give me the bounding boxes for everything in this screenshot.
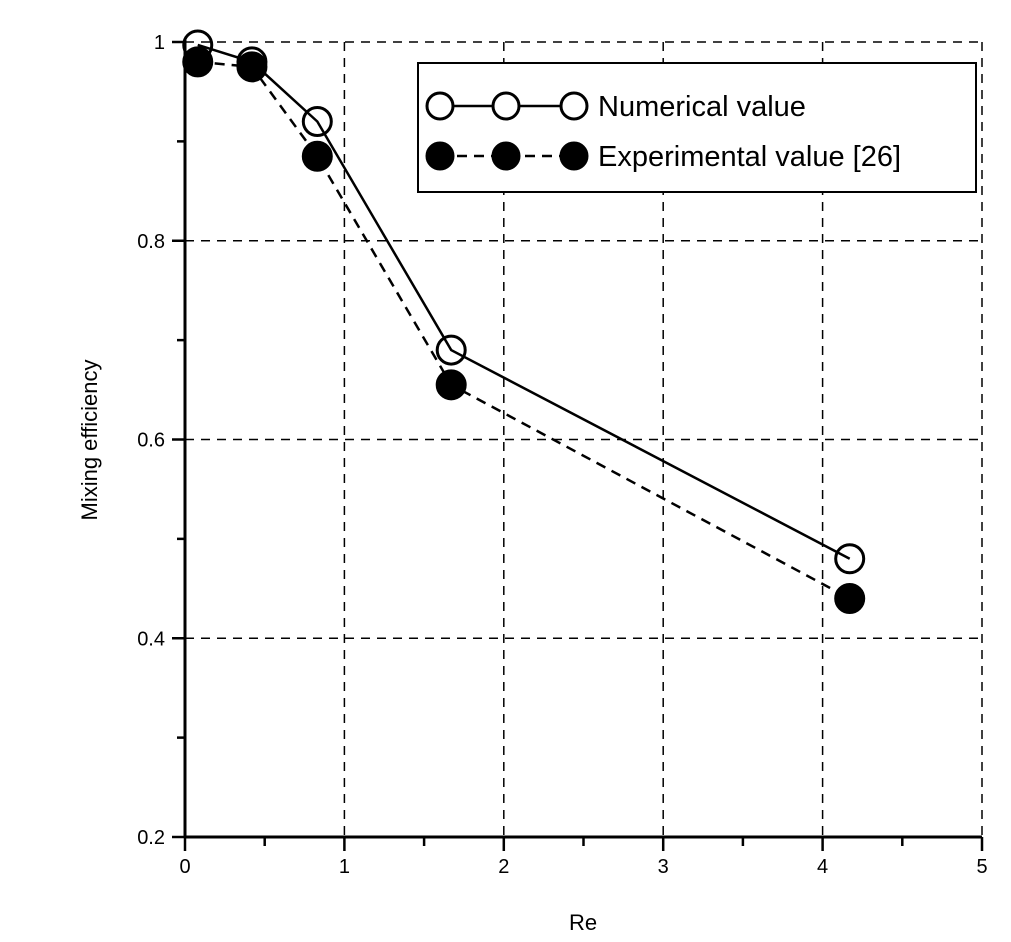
legend-marker-0-2	[559, 91, 589, 121]
legend-marker-1-1	[491, 141, 521, 171]
series-1-point-4	[834, 583, 866, 614]
x-tick-label-1: 1	[339, 856, 350, 878]
legend-marker-0-1	[491, 91, 521, 121]
ticks: 0 1 2 3 4 5 0.2 0.4 0.6 0.8 1	[137, 32, 987, 878]
legend-label-1: Experimental value [26]	[598, 141, 901, 173]
x-tick-label-2: 2	[498, 856, 509, 878]
series-0-point-2	[301, 106, 333, 137]
legend-box	[417, 62, 977, 193]
x-axis-title: Re	[569, 910, 597, 935]
legend-label-0: Numerical value	[598, 91, 806, 123]
series-1	[182, 46, 866, 614]
series-layer	[182, 29, 866, 614]
series-1-point-3	[435, 369, 467, 401]
legend: Numerical value Experimental value [26]	[417, 62, 977, 193]
legend-marker-1-2	[559, 141, 589, 171]
y-tick-label-2: 0.6	[137, 430, 165, 452]
series-0	[182, 29, 866, 575]
x-tick-label-4: 4	[817, 856, 828, 878]
series-1-point-0	[182, 46, 214, 78]
x-tick-label-3: 3	[658, 856, 669, 878]
y-axis-title: Mixing efficiency	[77, 360, 102, 521]
series-line-1	[197, 60, 851, 600]
x-tick-label-5: 5	[976, 856, 987, 878]
y-tick-label-4: 1	[154, 32, 165, 54]
series-0-point-3	[435, 334, 467, 366]
y-tick-label-0: 0.2	[137, 827, 165, 849]
series-1-point-2	[301, 140, 333, 172]
x-tick-label-0: 0	[179, 856, 190, 878]
legend-marker-0-0	[425, 91, 455, 121]
series-1-point-1	[236, 51, 268, 83]
y-tick-label-3: 0.8	[137, 231, 165, 253]
legend-marker-1-0	[425, 141, 455, 171]
series-line-0	[197, 43, 851, 560]
series-0-point-4	[834, 543, 866, 575]
y-tick-label-1: 0.4	[137, 628, 165, 650]
